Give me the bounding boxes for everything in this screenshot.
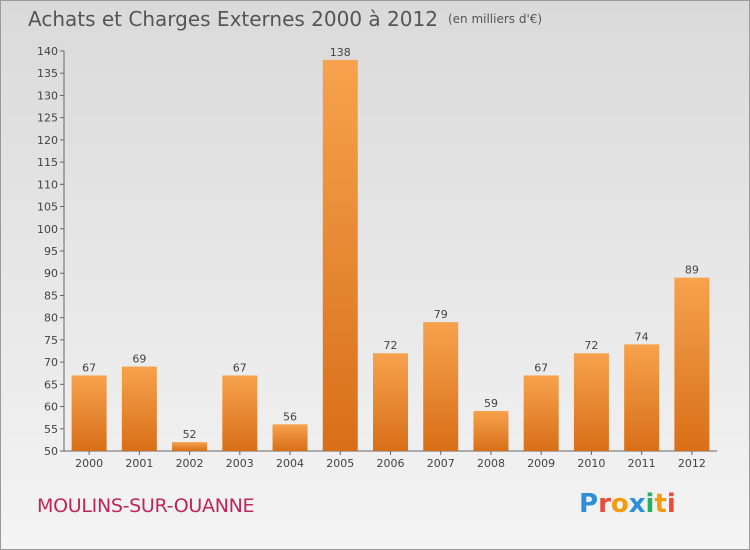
value-label: 69	[132, 353, 146, 366]
y-tick-label: 75	[44, 334, 58, 347]
y-tick-label: 80	[44, 312, 58, 325]
value-label: 56	[283, 410, 297, 423]
x-tick-label: 2005	[326, 457, 354, 470]
value-label: 52	[183, 428, 197, 441]
value-label: 72	[384, 339, 398, 352]
logo-letter: x	[628, 489, 646, 519]
y-tick-label: 110	[37, 178, 58, 191]
logo-letter: t	[654, 489, 667, 519]
x-tick-label: 2004	[276, 457, 304, 470]
chart-title-text: Achats et Charges Externes 2000 à 2012	[28, 7, 438, 31]
y-tick-label: 105	[37, 201, 58, 214]
x-tick-label: 2000	[75, 457, 103, 470]
y-tick-label: 90	[44, 267, 58, 280]
y-tick-label: 65	[44, 378, 58, 391]
bar	[624, 344, 660, 451]
x-tick-label: 2008	[477, 457, 505, 470]
y-tick-label: 115	[37, 156, 58, 169]
bar	[222, 375, 258, 451]
logo-letter: o	[610, 489, 629, 519]
logo-letter: r	[598, 489, 611, 519]
bar	[71, 375, 107, 451]
bar	[121, 366, 157, 451]
y-tick-label: 50	[44, 445, 58, 458]
bar	[272, 424, 308, 451]
value-label: 72	[584, 339, 598, 352]
x-tick-label: 2002	[176, 457, 204, 470]
y-tick-label: 85	[44, 289, 58, 302]
x-tick-label: 2001	[125, 457, 153, 470]
value-label: 67	[82, 361, 96, 374]
y-tick-label: 140	[37, 45, 58, 58]
value-label: 59	[484, 397, 498, 410]
x-tick-label: 2006	[377, 457, 405, 470]
proxiti-logo[interactable]: Proxiti	[579, 489, 676, 519]
y-tick-label: 100	[37, 223, 58, 236]
chart-title: Achats et Charges Externes 2000 à 2012 (e…	[28, 7, 542, 31]
x-tick-label: 2010	[577, 457, 605, 470]
value-label: 67	[233, 361, 247, 374]
chart-unit: (en milliers d'€)	[447, 12, 543, 26]
bar	[423, 322, 459, 451]
bar	[322, 59, 358, 452]
y-tick-label: 125	[37, 112, 58, 125]
logo-letter: P	[579, 489, 599, 519]
x-tick-label: 2003	[226, 457, 254, 470]
value-label: 138	[330, 46, 351, 59]
y-tick-label: 135	[37, 67, 58, 80]
y-tick-label: 120	[37, 134, 58, 147]
y-tick-label: 70	[44, 356, 58, 369]
x-tick-label: 2011	[628, 457, 656, 470]
bar	[573, 353, 609, 451]
y-tick-label: 95	[44, 245, 58, 258]
bar	[523, 375, 559, 451]
value-label: 79	[434, 308, 448, 321]
y-tick-label: 60	[44, 401, 58, 414]
commune-name: MOULINS-SUR-OUANNE	[37, 495, 255, 517]
y-tick-label: 55	[44, 423, 58, 436]
bar	[373, 353, 408, 451]
x-tick-label: 2007	[427, 457, 455, 470]
bar	[473, 411, 509, 451]
value-label: 89	[685, 264, 699, 277]
logo-letter: i	[666, 489, 676, 519]
value-label: 74	[635, 330, 649, 343]
y-tick-label: 130	[37, 89, 58, 102]
bar	[172, 442, 208, 451]
bar	[674, 277, 710, 451]
logo-letter: i	[645, 489, 655, 519]
x-tick-label: 2009	[527, 457, 555, 470]
value-label: 67	[534, 361, 548, 374]
x-tick-label: 2012	[678, 457, 706, 470]
